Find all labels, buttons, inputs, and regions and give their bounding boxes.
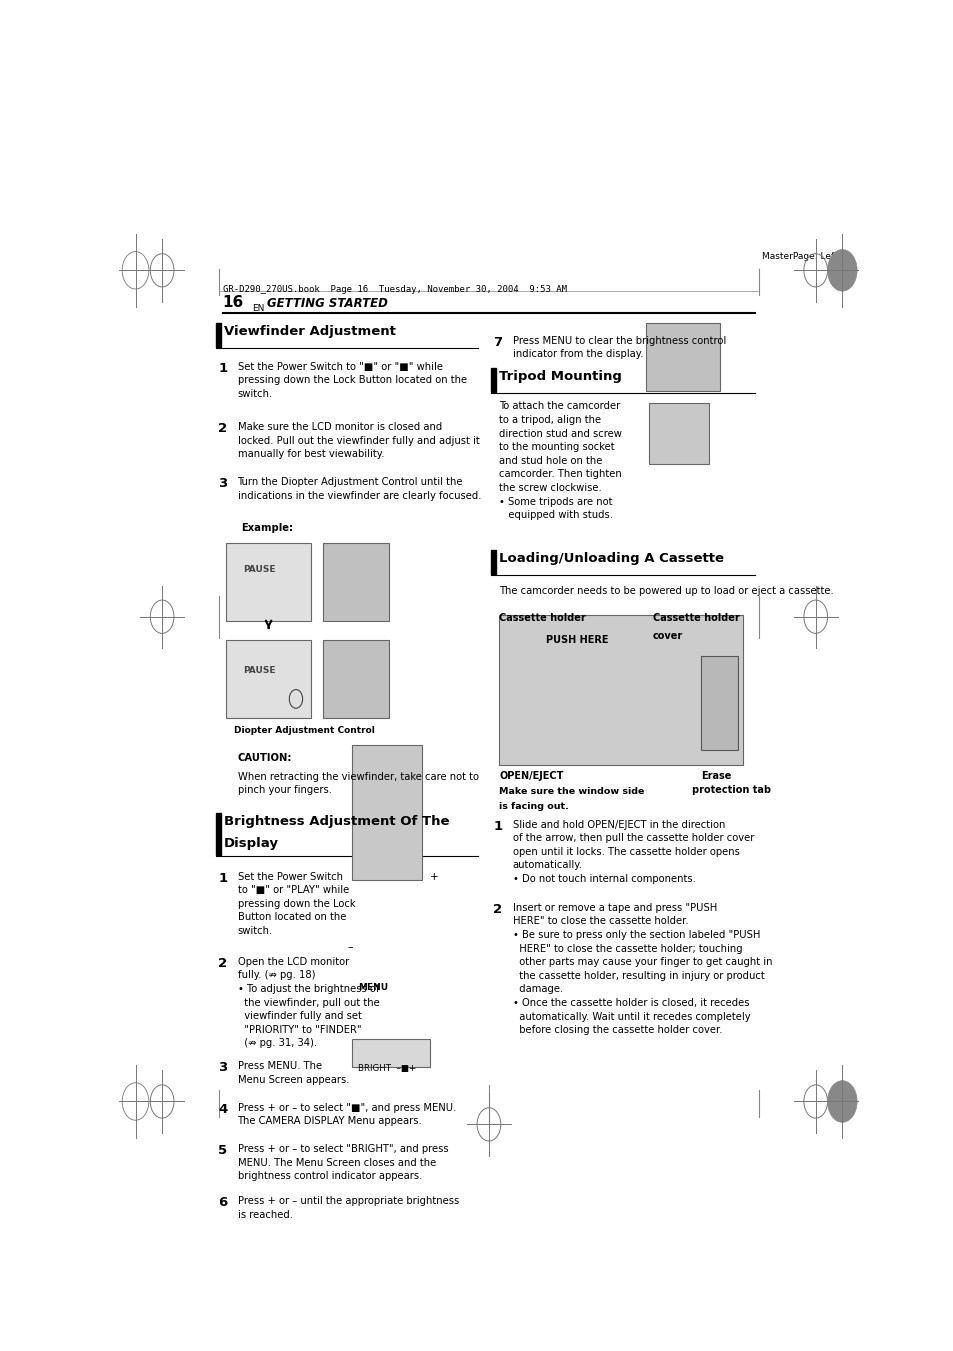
Text: Cassette holder: Cassette holder: [653, 612, 739, 623]
Text: Cassette holder: Cassette holder: [498, 612, 585, 623]
Bar: [322, 639, 389, 717]
Text: 16: 16: [222, 295, 244, 309]
Text: When retracting the viewfinder, take care not to
pinch your fingers.: When retracting the viewfinder, take car…: [237, 771, 478, 796]
Circle shape: [826, 1081, 856, 1123]
Text: Slide and hold OPEN/EJECT in the direction
of the arrow, then pull the cassette : Slide and hold OPEN/EJECT in the directi…: [512, 820, 753, 884]
Text: 1: 1: [218, 871, 227, 885]
Text: Display: Display: [224, 838, 279, 850]
Text: 4: 4: [218, 1102, 228, 1116]
Text: protection tab: protection tab: [691, 785, 770, 796]
Text: Set the Power Switch to "■" or "■" while
pressing down the Lock Button located o: Set the Power Switch to "■" or "■" while…: [237, 362, 466, 399]
Text: Press + or – to select "■", and press MENU.
The CAMERA DISPLAY Menu appears.: Press + or – to select "■", and press ME…: [237, 1102, 456, 1127]
Bar: [352, 744, 422, 880]
Text: 2: 2: [218, 422, 227, 435]
Text: 5: 5: [218, 1144, 227, 1158]
Text: Insert or remove a tape and press "PUSH
HERE" to close the cassette holder.
• Be: Insert or remove a tape and press "PUSH …: [512, 902, 771, 1035]
Bar: [226, 639, 311, 717]
Text: Example:: Example:: [241, 523, 294, 534]
Text: To attach the camcorder
to a tripod, align the
direction stud and screw
to the m: To attach the camcorder to a tripod, ali…: [498, 401, 621, 520]
Text: Tripod Mounting: Tripod Mounting: [498, 370, 621, 384]
Text: Make sure the window side: Make sure the window side: [498, 788, 644, 796]
Text: GR-D290_270US.book  Page 16  Tuesday, November 30, 2004  9:53 AM: GR-D290_270US.book Page 16 Tuesday, Nove…: [222, 285, 566, 295]
Text: Erase: Erase: [700, 770, 731, 781]
Text: Loading/Unloading A Cassette: Loading/Unloading A Cassette: [498, 553, 723, 565]
Text: Press MENU. The
Menu Screen appears.: Press MENU. The Menu Screen appears.: [237, 1061, 349, 1085]
Text: MENU: MENU: [357, 984, 388, 992]
Bar: [498, 615, 742, 766]
Bar: [700, 657, 738, 750]
Text: CAUTION:: CAUTION:: [237, 753, 292, 763]
Text: PUSH HERE: PUSH HERE: [545, 635, 608, 646]
Text: Open the LCD monitor
fully. (⇏ pg. 18)
• To adjust the brightness of
  the viewf: Open the LCD monitor fully. (⇏ pg. 18) •…: [237, 957, 379, 1048]
Text: 6: 6: [218, 1196, 228, 1209]
Text: +: +: [429, 871, 438, 882]
Bar: [226, 543, 311, 621]
Text: GETTING STARTED: GETTING STARTED: [267, 297, 388, 309]
Text: OPEN/EJECT: OPEN/EJECT: [498, 770, 563, 781]
Text: Brightness Adjustment Of The: Brightness Adjustment Of The: [224, 816, 449, 828]
Text: Press MENU to clear the brightness control
indicator from the display.: Press MENU to clear the brightness contr…: [512, 336, 725, 359]
Text: 1: 1: [218, 362, 227, 374]
Text: The camcorder needs to be powered up to load or eject a cassette.: The camcorder needs to be powered up to …: [498, 585, 833, 596]
Bar: [645, 323, 719, 390]
Text: Diopter Adjustment Control: Diopter Adjustment Control: [233, 725, 375, 735]
Text: Viewfinder Adjustment: Viewfinder Adjustment: [224, 326, 395, 339]
Text: PAUSE: PAUSE: [243, 565, 275, 574]
Text: 2: 2: [218, 957, 227, 970]
Text: 1: 1: [493, 820, 502, 832]
Bar: [216, 323, 221, 347]
Text: PAUSE: PAUSE: [243, 666, 275, 674]
Text: is facing out.: is facing out.: [498, 802, 569, 811]
Bar: [491, 550, 496, 574]
Text: –: –: [347, 943, 353, 952]
Bar: [322, 543, 389, 621]
Bar: [216, 813, 221, 855]
Text: Press + or – to select "BRIGHT", and press
MENU. The Menu Screen closes and the
: Press + or – to select "BRIGHT", and pre…: [237, 1144, 448, 1181]
Text: cover: cover: [653, 631, 682, 642]
Text: 7: 7: [493, 336, 502, 349]
Text: Press + or – until the appropriate brightness
is reached.: Press + or – until the appropriate brigh…: [237, 1196, 458, 1220]
Text: 3: 3: [218, 477, 228, 490]
Bar: [491, 367, 496, 392]
Text: Set the Power Switch
to "■" or "PLAY" while
pressing down the Lock
Button locate: Set the Power Switch to "■" or "PLAY" wh…: [237, 871, 355, 936]
Text: BRIGHT  –■+: BRIGHT –■+: [357, 1065, 416, 1073]
Bar: [649, 404, 708, 463]
Circle shape: [826, 250, 856, 290]
Text: MasterPage: Left: MasterPage: Left: [761, 251, 838, 261]
Text: 2: 2: [493, 902, 502, 916]
Text: EN: EN: [252, 304, 264, 313]
Text: 3: 3: [218, 1061, 228, 1074]
Bar: [352, 1039, 429, 1067]
Text: Turn the Diopter Adjustment Control until the
indications in the viewfinder are : Turn the Diopter Adjustment Control unti…: [237, 477, 480, 501]
Text: Make sure the LCD monitor is closed and
locked. Pull out the viewfinder fully an: Make sure the LCD monitor is closed and …: [237, 422, 478, 459]
